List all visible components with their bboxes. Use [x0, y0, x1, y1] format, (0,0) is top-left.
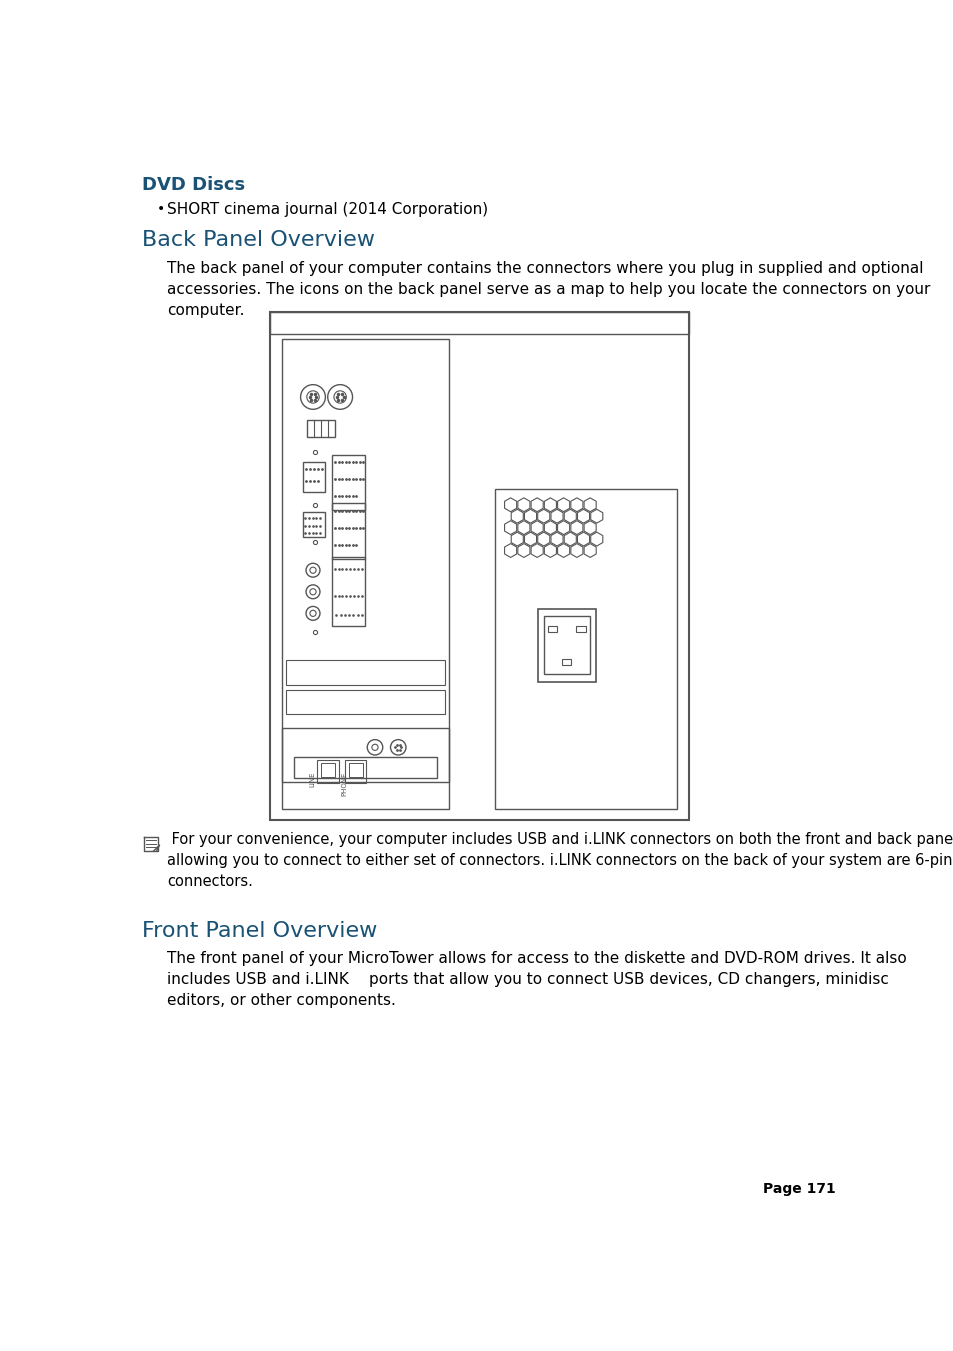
Bar: [344, 759, 366, 782]
Text: DVD Discs: DVD Discs: [142, 176, 245, 195]
Bar: [320, 763, 335, 777]
Polygon shape: [583, 543, 596, 558]
Polygon shape: [524, 532, 536, 546]
Polygon shape: [537, 532, 549, 546]
Text: The back panel of your computer contains the connectors where you plug in suppli: The back panel of your computer contains…: [167, 261, 930, 317]
Polygon shape: [517, 520, 529, 535]
Bar: [332, 503, 365, 559]
Bar: [294, 758, 436, 778]
Polygon shape: [517, 543, 529, 558]
Text: •: •: [156, 203, 165, 216]
Polygon shape: [511, 509, 523, 523]
Bar: [303, 512, 324, 538]
Circle shape: [310, 589, 315, 594]
Bar: [286, 661, 444, 685]
Bar: [303, 462, 324, 492]
Circle shape: [300, 385, 325, 409]
Polygon shape: [563, 532, 576, 546]
Bar: [282, 728, 448, 782]
Polygon shape: [590, 532, 602, 546]
Polygon shape: [504, 497, 517, 512]
Polygon shape: [583, 497, 596, 512]
Circle shape: [306, 585, 319, 598]
Circle shape: [306, 563, 319, 577]
Polygon shape: [570, 543, 582, 558]
Polygon shape: [517, 497, 529, 512]
Polygon shape: [551, 509, 562, 523]
Polygon shape: [531, 497, 542, 512]
Circle shape: [372, 744, 377, 750]
Polygon shape: [544, 520, 556, 535]
Polygon shape: [504, 543, 517, 558]
Text: PHONE: PHONE: [341, 771, 347, 796]
Bar: [495, 489, 677, 809]
Polygon shape: [504, 520, 517, 535]
Polygon shape: [557, 520, 569, 535]
Bar: [316, 759, 338, 782]
Circle shape: [310, 611, 315, 616]
Polygon shape: [590, 509, 602, 523]
Bar: [282, 339, 448, 809]
Bar: [286, 689, 444, 715]
Bar: [332, 557, 365, 627]
Polygon shape: [531, 543, 542, 558]
Circle shape: [307, 390, 319, 403]
Polygon shape: [583, 520, 596, 535]
Text: LINE: LINE: [309, 771, 314, 788]
Circle shape: [310, 567, 315, 573]
Bar: [561, 659, 571, 665]
Polygon shape: [563, 509, 576, 523]
Polygon shape: [537, 509, 549, 523]
Circle shape: [367, 739, 382, 755]
Text: Page 171: Page 171: [761, 1182, 835, 1197]
Text: The front panel of your MicroTower allows for access to the diskette and DVD-ROM: The front panel of your MicroTower allow…: [167, 951, 906, 1008]
Polygon shape: [544, 497, 556, 512]
Circle shape: [328, 385, 353, 409]
Bar: [543, 616, 589, 674]
Circle shape: [390, 739, 406, 755]
Text: SHORT cinema journal (2014 Corporation): SHORT cinema journal (2014 Corporation): [167, 203, 488, 218]
Bar: [348, 763, 362, 777]
Polygon shape: [577, 509, 589, 523]
Text: Back Panel Overview: Back Panel Overview: [142, 230, 375, 250]
Polygon shape: [570, 497, 582, 512]
Bar: [307, 420, 335, 436]
Polygon shape: [524, 509, 536, 523]
Polygon shape: [531, 520, 542, 535]
Circle shape: [306, 607, 319, 620]
Bar: [332, 455, 365, 511]
Polygon shape: [551, 532, 562, 546]
Text: Front Panel Overview: Front Panel Overview: [142, 920, 377, 940]
Polygon shape: [570, 520, 582, 535]
Bar: [537, 609, 596, 682]
Polygon shape: [511, 532, 523, 546]
Polygon shape: [557, 543, 569, 558]
Polygon shape: [557, 497, 569, 512]
Bar: [270, 312, 688, 820]
Circle shape: [334, 390, 346, 403]
Bar: [270, 312, 688, 334]
Bar: [547, 626, 557, 632]
Bar: [576, 626, 585, 632]
Text: For your convenience, your computer includes USB and i.LINK connectors on both t: For your convenience, your computer incl…: [167, 832, 953, 889]
Polygon shape: [577, 532, 589, 546]
Polygon shape: [544, 543, 556, 558]
